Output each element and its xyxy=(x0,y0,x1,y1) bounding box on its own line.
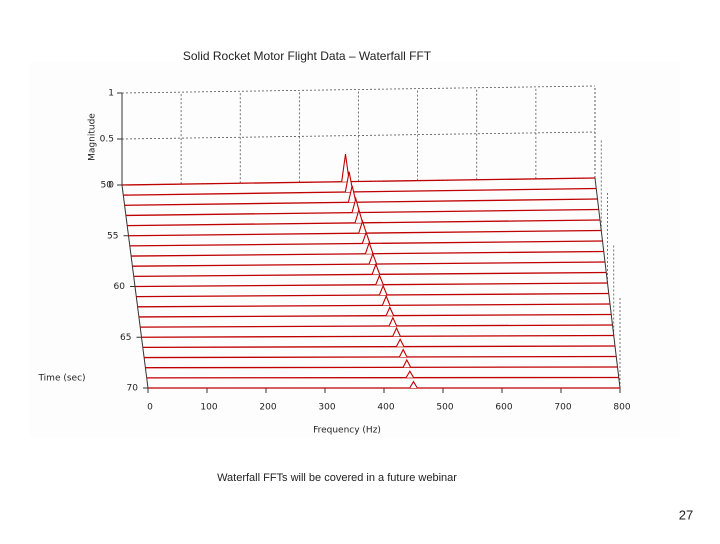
x-tick-label: 100 xyxy=(200,403,217,413)
x-tick-label: 300 xyxy=(318,403,335,413)
z-axis-label: Magnitude xyxy=(88,113,98,161)
page-number: 27 xyxy=(679,507,693,522)
z-tick-label: 1 xyxy=(108,89,114,99)
x-tick-label: 600 xyxy=(495,403,512,413)
y-axis-label: Time (sec) xyxy=(37,374,85,384)
x-tick-label: 500 xyxy=(436,403,453,413)
slide-title: Solid Rocket Motor Flight Data – Waterfa… xyxy=(183,49,432,63)
y-tick-label: 60 xyxy=(114,282,126,292)
y-tick-label: 55 xyxy=(107,231,118,241)
x-tick-label: 700 xyxy=(554,403,571,413)
z-tick-label: 0 xyxy=(108,181,114,191)
caption: Waterfall FFTs will be covered in a futu… xyxy=(217,472,457,484)
x-tick-label: 800 xyxy=(613,403,630,413)
y-tick-label: 70 xyxy=(127,384,139,394)
y-tick-label: 65 xyxy=(120,333,131,343)
x-tick-label: 400 xyxy=(377,403,394,413)
x-tick-label: 200 xyxy=(259,403,276,413)
x-axis-label: Frequency (Hz) xyxy=(313,426,381,436)
z-tick-label: 0.5 xyxy=(100,135,114,145)
x-tick-label: 0 xyxy=(147,403,153,413)
plot-background xyxy=(30,62,680,437)
slice-baseline xyxy=(145,367,617,368)
